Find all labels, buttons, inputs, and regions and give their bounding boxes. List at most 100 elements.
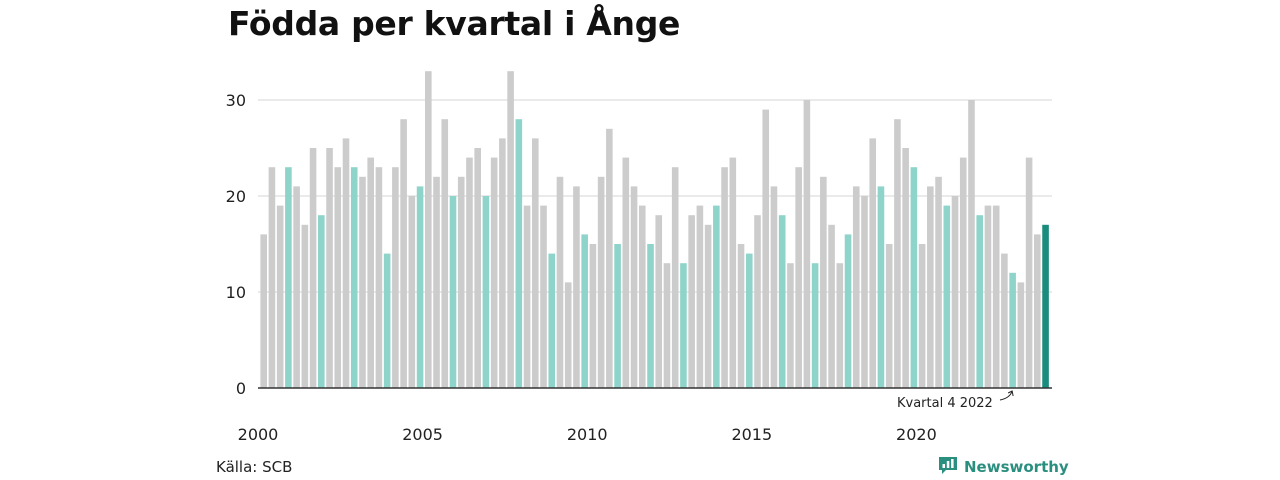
x-tick-label: 2020 [896, 425, 937, 444]
bar [342, 138, 350, 388]
x-tick-label: 2010 [567, 425, 608, 444]
bar [968, 100, 975, 388]
bar [943, 205, 951, 388]
bar [852, 186, 860, 388]
bar [902, 148, 909, 388]
bar [548, 253, 556, 388]
y-tick-label: 0 [236, 379, 246, 398]
bar [531, 138, 539, 388]
bar [383, 253, 391, 388]
bar [984, 205, 992, 388]
x-tick-label: 2005 [402, 425, 443, 444]
y-tick-label: 30 [226, 91, 246, 110]
bar [1009, 272, 1016, 388]
bar [688, 215, 695, 388]
bar [515, 119, 523, 388]
bar [301, 224, 309, 388]
bar [449, 196, 457, 388]
bar [293, 186, 300, 388]
bar [408, 196, 416, 388]
bar [795, 167, 802, 388]
bar [606, 128, 613, 389]
bar [778, 215, 786, 388]
bar [260, 234, 267, 388]
bar [696, 205, 704, 388]
bar [540, 205, 547, 388]
bar [614, 244, 621, 388]
annotation-arrowhead [1007, 390, 1014, 397]
bar [877, 186, 885, 388]
bar [564, 282, 572, 388]
bar [1017, 282, 1025, 388]
bar [276, 205, 284, 388]
bar [770, 186, 778, 388]
bar [392, 167, 399, 388]
bar [671, 167, 679, 388]
bar [597, 176, 605, 388]
bar [927, 186, 934, 388]
bar [754, 215, 761, 388]
bar [359, 176, 366, 388]
bar [836, 263, 844, 388]
bar [499, 138, 506, 388]
bar [844, 234, 852, 388]
bar [268, 167, 276, 388]
bar [490, 157, 498, 388]
bar [433, 176, 440, 388]
bar [910, 167, 918, 388]
bar [918, 244, 926, 388]
bar [992, 205, 1000, 388]
bar [425, 71, 432, 388]
annotation-label: Kvartal 4 2022 [897, 396, 993, 411]
bar [811, 263, 819, 388]
bar [474, 148, 481, 388]
bar [935, 176, 942, 388]
bar [400, 119, 407, 388]
bar [285, 167, 292, 388]
x-tick-label: 2000 [238, 425, 279, 444]
bar [441, 119, 449, 388]
bar [787, 263, 794, 388]
annotation-arrow [999, 390, 1013, 401]
bar [828, 224, 835, 388]
bar [976, 215, 984, 388]
chart-title: Födda per kvartal i Ånge [228, 4, 681, 43]
newsworthy-logo-icon [938, 455, 958, 479]
bar [869, 138, 877, 388]
bar [1034, 234, 1041, 388]
bar [334, 167, 342, 388]
source-label: Källa: SCB [216, 458, 293, 476]
bar [367, 157, 374, 388]
y-tick-label: 10 [226, 283, 246, 302]
bar [638, 205, 646, 388]
bar [729, 157, 737, 388]
bar [1001, 253, 1008, 388]
bar [350, 167, 358, 388]
bar [630, 186, 638, 388]
bar [680, 263, 687, 388]
bar [959, 157, 967, 388]
x-tick-label: 2015 [731, 425, 772, 444]
y-tick-label: 20 [226, 187, 246, 206]
bar [375, 167, 383, 388]
bar [745, 253, 753, 388]
bar [482, 196, 490, 388]
bar [663, 263, 671, 388]
bar [647, 244, 654, 388]
bar [820, 176, 827, 388]
bar [894, 119, 901, 388]
bar [762, 109, 770, 388]
bar [523, 205, 531, 388]
bar [556, 176, 564, 388]
bar [1025, 157, 1033, 388]
bar [803, 100, 811, 388]
bar [589, 244, 597, 388]
bar [466, 157, 473, 388]
bar [951, 196, 959, 388]
bar [713, 205, 720, 388]
bar [581, 234, 588, 388]
brand-logo[interactable]: Newsworthy [938, 455, 1069, 479]
brand-name: Newsworthy [964, 458, 1069, 476]
bar [457, 176, 465, 388]
